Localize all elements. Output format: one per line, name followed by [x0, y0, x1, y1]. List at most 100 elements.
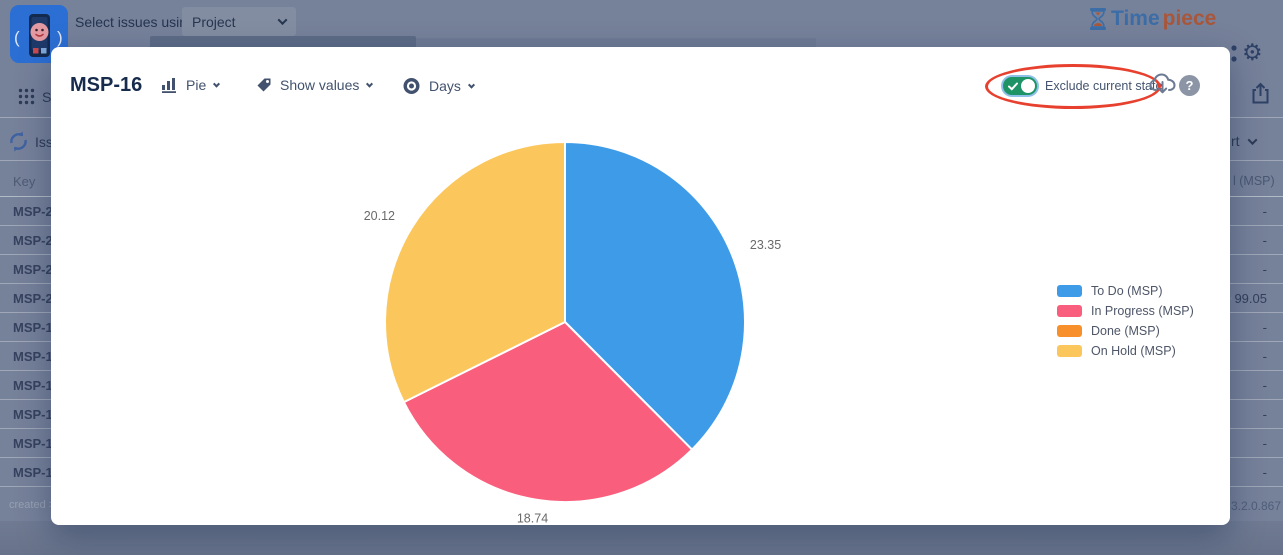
pie-chart[interactable]: 23.35 18.74 20.12: [51, 47, 1230, 525]
value-text: -: [1262, 406, 1267, 422]
gear-icon[interactable]: ⚙: [1242, 39, 1263, 65]
plugin-version: 3.2.0.867: [1230, 499, 1281, 513]
unit-dropdown[interactable]: Days: [402, 77, 475, 95]
divider: [0, 117, 51, 118]
share-icon[interactable]: [1251, 82, 1270, 105]
show-values-value: Show values: [280, 77, 360, 93]
issue-key-cell[interactable]: MSP-15: [0, 429, 51, 458]
svg-text:(: (: [14, 28, 20, 47]
timepiece-app-logo: ( ): [10, 5, 68, 63]
people-icon-partial[interactable]: [1230, 44, 1238, 66]
value-text: -: [1262, 464, 1267, 480]
value-text: 99.05: [1234, 290, 1267, 306]
header-divider: [0, 196, 51, 197]
export-dropdown[interactable]: rt: [1231, 133, 1258, 149]
value-cell: -: [1230, 313, 1283, 342]
phone-mascot-icon: ( ): [14, 14, 63, 57]
svg-text:): ): [57, 28, 63, 47]
legend-item[interactable]: On Hold (MSP): [1057, 341, 1194, 361]
pie-slice[interactable]: [384, 141, 566, 404]
download-icon[interactable]: [1149, 72, 1176, 96]
chart-type-value: Pie: [186, 77, 207, 93]
refresh-icon[interactable]: [7, 130, 30, 153]
value-text: -: [1262, 232, 1267, 248]
value-cell: -: [1230, 226, 1283, 255]
issue-key-cell[interactable]: MSP-19: [0, 313, 51, 342]
legend-swatch: [1057, 305, 1082, 317]
pie-slice[interactable]: [564, 141, 746, 451]
divider: [1230, 160, 1283, 161]
issue-key-cell[interactable]: MSP-18: [0, 342, 51, 371]
background-toolbar-band: [150, 36, 416, 49]
value-cell: -: [1230, 197, 1283, 226]
issue-title: MSP-16: [70, 74, 143, 96]
exclude-current-state-control: Exclude current state: [1003, 77, 1162, 95]
export-label: rt: [1231, 133, 1240, 149]
issue-key-cell[interactable]: MSP-17: [0, 371, 51, 400]
issue-key-cell[interactable]: MSP-14: [0, 458, 51, 487]
legend-swatch: [1057, 325, 1082, 337]
value-cell: 99.05: [1230, 284, 1283, 313]
key-column-header[interactable]: Key: [13, 174, 36, 189]
legend-item[interactable]: To Do (MSP): [1057, 281, 1194, 301]
chart-legend: To Do (MSP) In Progress (MSP) Done (MSP) On…: [1057, 281, 1194, 361]
value-text: -: [1262, 203, 1267, 219]
unit-value: Days: [429, 78, 461, 94]
legend-label: To Do (MSP): [1091, 284, 1163, 298]
pie-value-label: 18.74: [517, 512, 548, 525]
issues-refresh-row[interactable]: Iss: [7, 130, 53, 153]
issue-key-cell[interactable]: MSP-21: [0, 255, 51, 284]
issue-key-cell[interactable]: MSP-16: [0, 400, 51, 429]
issue-key-cell[interactable]: MSP-22: [0, 226, 51, 255]
toggle-knob: [1021, 79, 1035, 93]
issue-key-cell[interactable]: MSP-23: [0, 197, 51, 226]
tag-icon: [257, 78, 271, 92]
value-cell: -: [1230, 400, 1283, 429]
project-select[interactable]: Project: [182, 7, 296, 36]
timepiece-brand: Time piece: [1088, 7, 1216, 31]
value-text: -: [1262, 261, 1267, 277]
exclude-current-state-toggle[interactable]: [1003, 77, 1037, 95]
issue-key-cell[interactable]: MSP-20: [0, 284, 51, 313]
brand-time-text: Time: [1111, 7, 1160, 30]
value-text: -: [1262, 435, 1267, 451]
check-icon: [1008, 82, 1018, 91]
legend-label: Done (MSP): [1091, 324, 1160, 338]
exclude-current-state-label: Exclude current state: [1045, 79, 1163, 93]
project-select-value: Project: [192, 13, 236, 30]
chevron-down-icon: [1247, 134, 1258, 145]
legend-label: In Progress (MSP): [1091, 304, 1194, 318]
brand-piece-text: piece: [1162, 7, 1217, 30]
value-text: -: [1262, 377, 1267, 393]
legend-label: On Hold (MSP): [1091, 344, 1176, 358]
value-cell: -: [1230, 342, 1283, 371]
value-column: - - - 99.05 - - - - - -: [1230, 197, 1283, 487]
value-text: -: [1262, 348, 1267, 364]
issue-key-column: MSP-23MSP-22MSP-21MSP-20MSP-19MSP-18MSP-…: [0, 197, 51, 487]
value-cell: -: [1230, 371, 1283, 400]
question-mark: ?: [1185, 78, 1194, 93]
show-values-dropdown[interactable]: Show values: [256, 77, 374, 93]
divider: [0, 160, 51, 161]
hourglass-icon: [1090, 8, 1106, 30]
sidebar-statuses-item[interactable]: St: [18, 88, 55, 105]
legend-item[interactable]: In Progress (MSP): [1057, 301, 1194, 321]
grid-icon: [18, 88, 35, 105]
chart-type-dropdown[interactable]: Pie: [161, 77, 221, 93]
filter-created-label: created >: [9, 499, 56, 511]
value-text: -: [1262, 319, 1267, 335]
pie-value-label: 23.35: [750, 238, 781, 252]
msp-column-header[interactable]: l (MSP): [1233, 174, 1275, 188]
help-icon[interactable]: ?: [1179, 75, 1200, 96]
header-divider: [1230, 196, 1283, 197]
select-issues-label: Select issues using: [75, 14, 195, 30]
legend-swatch: [1057, 285, 1082, 297]
eye-icon: [403, 78, 420, 94]
bar-chart-icon: [162, 78, 176, 93]
divider: [1230, 117, 1283, 118]
value-cell: -: [1230, 429, 1283, 458]
issues-label: Iss: [35, 133, 53, 150]
legend-item[interactable]: Done (MSP): [1057, 321, 1194, 341]
pie-value-label: 20.12: [364, 209, 395, 223]
